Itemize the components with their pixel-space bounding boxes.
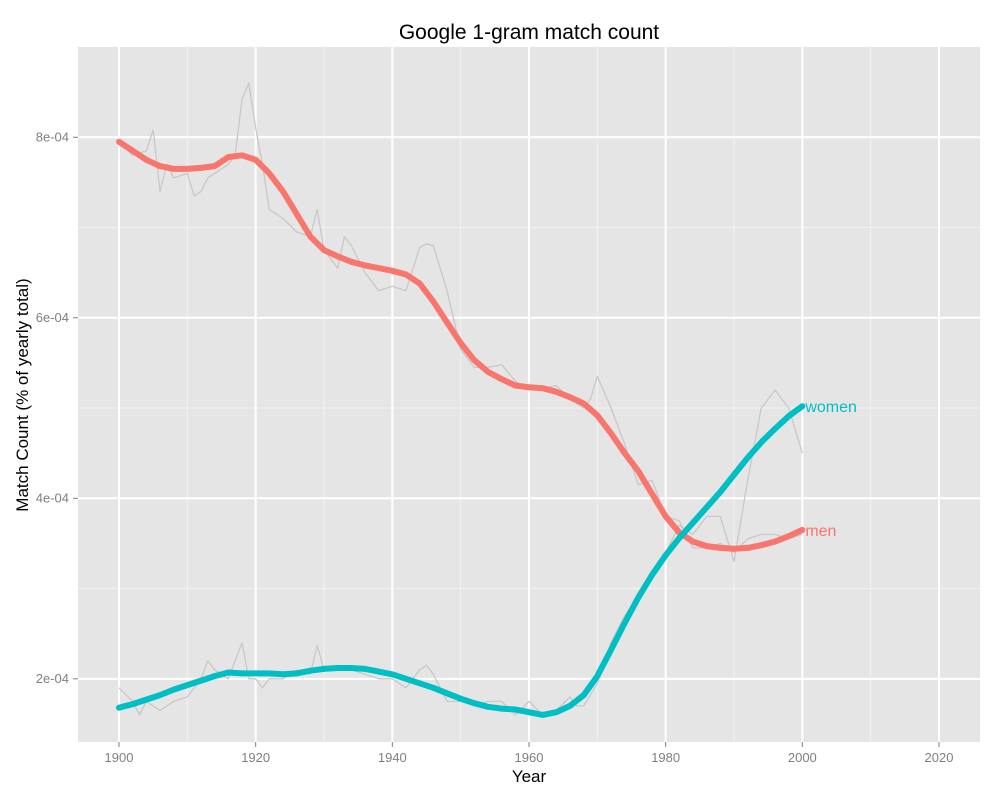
x-tick-label: 2020	[925, 750, 954, 765]
x-axis-title: Year	[512, 767, 547, 786]
y-tick-label: 6e-04	[36, 310, 69, 325]
x-tick-label: 1920	[241, 750, 270, 765]
x-tick-label: 1940	[378, 750, 407, 765]
minor-gridlines	[78, 47, 980, 742]
major-gridlines	[78, 47, 980, 742]
y-tick-label: 8e-04	[36, 129, 69, 144]
y-axis-ticks: 2e-04 4e-04 6e-04 8e-04	[36, 129, 78, 686]
series-label-women: women	[804, 399, 857, 416]
y-tick-label: 4e-04	[36, 490, 69, 505]
smoothed-series-lines	[116, 138, 806, 718]
series-line-women	[116, 403, 806, 718]
x-tick-label: 1980	[651, 750, 680, 765]
series-labels: men women	[804, 399, 857, 540]
x-axis-ticks: 1900 1920 1940 1960 1980 2000 2020	[105, 742, 954, 765]
y-tick-label: 2e-04	[36, 671, 69, 686]
x-tick-label: 1900	[105, 750, 134, 765]
series-label-men: men	[805, 523, 836, 540]
chart-title: Google 1-gram match count	[399, 21, 659, 44]
x-tick-label: 2000	[788, 750, 817, 765]
y-axis-title: Match Count (% of yearly total)	[13, 278, 32, 511]
x-tick-label: 1960	[515, 750, 544, 765]
series-line-men	[116, 138, 806, 552]
